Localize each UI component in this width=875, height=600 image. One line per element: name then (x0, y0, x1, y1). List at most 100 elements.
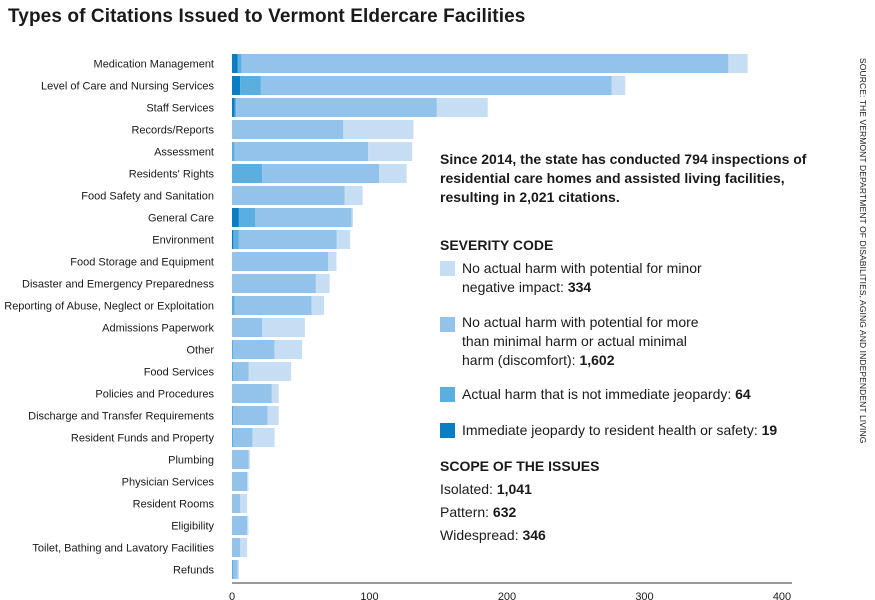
category-label: Staff Services (146, 103, 214, 115)
bar-segment (232, 186, 345, 205)
bar-segment (233, 230, 239, 249)
bar-segment (232, 516, 248, 535)
bars-group (232, 54, 748, 579)
category-label: Disaster and Emergency Preparedness (22, 279, 214, 291)
legend-label: No actual harm with potential for minor … (462, 260, 702, 295)
bar-segment (247, 472, 249, 491)
x-tick-label: 300 (635, 591, 653, 600)
severity-heading: SEVERITY CODE (440, 237, 554, 253)
bar-segment (728, 54, 748, 73)
x-tick-label: 0 (229, 591, 235, 600)
scope-heading: SCOPE OF THE ISSUES (440, 458, 600, 474)
bar-segment (379, 164, 407, 183)
legend-label: Actual harm that is not immediate jeopar… (462, 386, 732, 402)
bar-segment (232, 54, 238, 73)
category-label: Admissions Paperwork (102, 323, 214, 335)
bar-segment (232, 164, 263, 183)
bar-segment (232, 230, 234, 249)
bar-segment (232, 494, 241, 513)
category-label: Physician Services (122, 477, 215, 489)
bar-segment (237, 560, 239, 579)
x-tick-label: 200 (498, 591, 516, 600)
category-label: Resident Funds and Property (71, 433, 215, 445)
scope-widespread: Widespread: 346 (440, 527, 546, 543)
scope-label: Isolated: (440, 481, 493, 497)
legend-swatch (440, 387, 455, 402)
scope-isolated: Isolated: 1,041 (440, 481, 532, 497)
bar-segment (248, 450, 250, 469)
bar-segment (232, 560, 234, 579)
legend-label: No actual harm with potential for more t… (462, 314, 699, 368)
category-label: Eligibility (171, 521, 214, 533)
category-label: General Care (148, 213, 214, 225)
legend-text: Actual harm that is not immediate jeopar… (462, 385, 822, 404)
bar-segment (232, 208, 239, 227)
bar-segment (252, 428, 275, 447)
bar-segment (232, 538, 241, 557)
bar-segment (232, 98, 235, 117)
bar-segment (232, 384, 272, 403)
legend-swatch (440, 423, 455, 438)
bar-segment (238, 208, 256, 227)
category-label: Discharge and Transfer Requirements (28, 411, 214, 423)
bar-segment (241, 54, 729, 73)
bar-segment (315, 274, 330, 293)
bar-segment (255, 208, 352, 227)
legend-label: Immediate jeopardy to resident health or… (462, 422, 758, 438)
bar-segment (232, 76, 241, 95)
bar-segment (232, 428, 234, 447)
bar-segment (343, 120, 414, 139)
scope-pattern: Pattern: 632 (440, 504, 516, 520)
bar-segment (233, 406, 268, 425)
bar-segment (233, 560, 238, 579)
bar-segment (232, 274, 316, 293)
summary-text: Since 2014, the state has conducted 794 … (440, 151, 807, 205)
scope-label: Pattern: (440, 504, 490, 520)
bar-segment (240, 494, 248, 513)
scope-value: 1,041 (496, 481, 532, 497)
bar-segment (234, 296, 312, 315)
x-axis-ticks: 0 100 200 300 400 (229, 591, 791, 600)
bar-segment (232, 120, 344, 139)
category-label: Plumbing (168, 455, 214, 467)
bar-segment (232, 450, 249, 469)
category-labels: Medication Management Level of Care and N… (4, 59, 214, 577)
bar-segment (240, 538, 248, 557)
legend-swatch (440, 317, 455, 332)
bar-segment (240, 76, 261, 95)
category-label: Level of Care and Nursing Services (41, 81, 215, 93)
bar-segment (236, 98, 437, 117)
category-label: Food Safety and Sanitation (81, 191, 214, 203)
legend-value: 334 (567, 279, 592, 295)
category-label: Policies and Procedures (95, 389, 214, 401)
bar-segment (260, 76, 612, 95)
category-label: Assessment (154, 147, 214, 159)
bar-segment (234, 98, 237, 117)
bar-segment (232, 406, 234, 425)
x-tick-label: 400 (773, 591, 791, 600)
category-label: Resident Rooms (133, 499, 215, 511)
bar-segment (232, 252, 329, 271)
source-note: SOURCE: THE VERMONT DEPARTMENT OF DISABI… (858, 58, 868, 444)
category-label: Toilet, Bathing and Lavatory Facilities (32, 543, 214, 555)
category-label: Refunds (173, 565, 214, 577)
bar-segment (232, 318, 263, 337)
category-label: Food Storage and Equipment (70, 257, 214, 269)
scope-label: Widespread: (440, 527, 519, 543)
bar-segment (611, 76, 626, 95)
bar-segment (344, 186, 363, 205)
category-label: Reporting of Abuse, Neglect or Exploitat… (4, 301, 214, 313)
bar-segment (368, 142, 413, 161)
bar-segment (311, 296, 325, 315)
bar-segment (237, 54, 242, 73)
x-tick-label: 100 (360, 591, 378, 600)
legend-value: 64 (735, 386, 751, 402)
bar-segment (233, 362, 249, 381)
bar-segment (232, 472, 248, 491)
bar-segment (328, 252, 337, 271)
bar-segment (234, 142, 369, 161)
category-label: Records/Reports (131, 125, 214, 137)
bar-segment (436, 98, 488, 117)
bar-segment (232, 296, 235, 315)
